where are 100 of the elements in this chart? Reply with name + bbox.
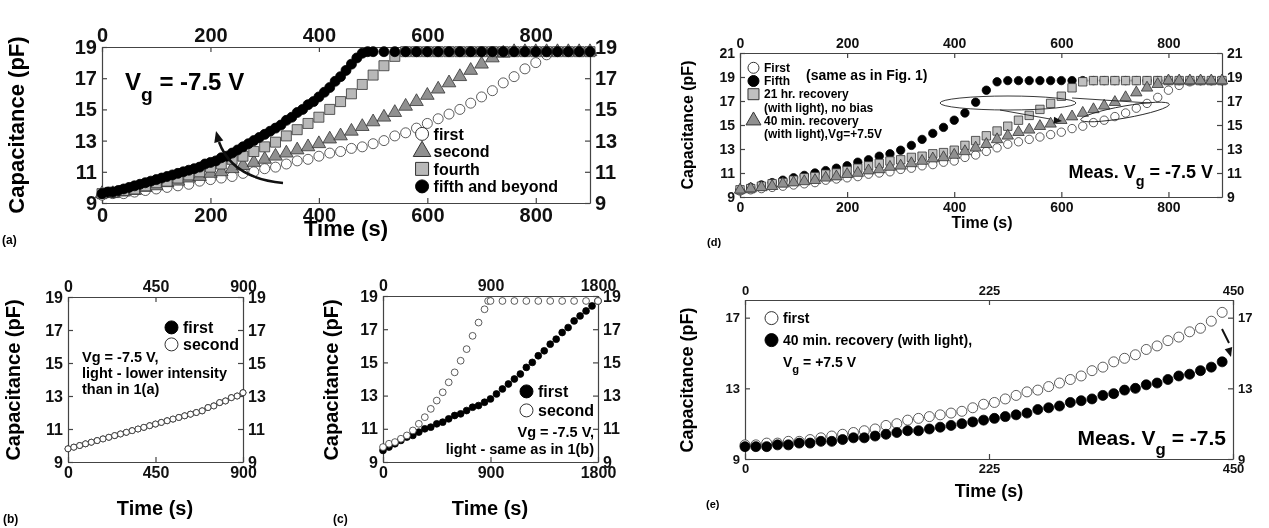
y-tick-label: 17 (719, 92, 736, 109)
x-tick-label: 800 (519, 204, 553, 227)
x2-tick-label: 450 (1222, 283, 1245, 298)
y-tick-label: 15 (74, 98, 97, 121)
y2-tick-label: 13 (595, 129, 618, 152)
y-tick-label: 13 (719, 140, 736, 157)
y-tick-label: 9 (727, 188, 736, 205)
x-tick-label: 400 (943, 198, 967, 215)
y-tick-label: 17 (74, 67, 97, 90)
x2-tick-label: 400 (302, 24, 337, 46)
y-tick-label: 13 (45, 387, 64, 405)
y-axis-title: Capacitance (pF) (677, 307, 697, 453)
x-tick-label: 0 (64, 464, 74, 482)
y-tick-label: 13 (360, 387, 379, 405)
y-tick-label: 9 (369, 453, 379, 471)
text: (e) (706, 498, 720, 510)
y-tick-label: 19 (45, 288, 64, 306)
x2-tick-label: 800 (519, 24, 553, 46)
y-axis-title: Capacitance (pF) (679, 60, 696, 190)
legend-label: fifth and beyond (433, 178, 558, 195)
y2-tick-label: 11 (595, 160, 617, 183)
y-tick-label: 13 (74, 129, 97, 152)
y-tick-label: 11 (720, 164, 736, 181)
y2-tick-label: 17 (603, 320, 621, 338)
y2-tick-label: 17 (1227, 92, 1243, 109)
x2-tick-label: 0 (96, 24, 109, 46)
y2-tick-label: 13 (1238, 380, 1253, 396)
x2-tick-label: 0 (64, 278, 74, 295)
legend-label: first (433, 125, 465, 143)
x-axis-title: Time (s) (954, 481, 1024, 501)
y-tick-label: 17 (725, 310, 740, 326)
x2-tick-label: 400 (943, 35, 967, 51)
x-tick-label: 200 (835, 198, 860, 215)
legend-label: 40 min. recovery (with light), V$_{g}$ = +7.5 V (783, 332, 973, 375)
y2-tick-label: 13 (603, 387, 621, 405)
y-axis-title: Capacitance (pF) (2, 299, 24, 461)
y2-tick-label: 13 (248, 387, 266, 405)
x-tick-label: 0 (379, 464, 389, 482)
y-axis-title: Capacitance (pF) (320, 299, 342, 461)
y-tick-label: 17 (360, 320, 379, 338)
y-tick-label: 19 (360, 287, 379, 305)
x-tick-label: 800 (1157, 198, 1181, 215)
legend-label: 21 hr. recovery (with light), no bias (763, 87, 874, 115)
y-tick-label: 9 (732, 451, 740, 467)
x-tick-label: 0 (736, 198, 745, 215)
legend-label: First (763, 61, 790, 75)
y2-tick-label: 15 (248, 354, 266, 372)
legend-label: Fifth (763, 74, 790, 89)
x2-tick-label: 900 (477, 277, 505, 294)
y2-tick-label: 13 (1227, 140, 1243, 157)
x-tick-label: 600 (1050, 198, 1074, 215)
y2-tick-label: 15 (603, 354, 621, 372)
x2-tick-label: 800 (1157, 35, 1181, 51)
y2-tick-label: 11 (248, 420, 266, 438)
x-tick-label: 450 (142, 464, 170, 482)
y-tick-label: 19 (74, 35, 97, 58)
y-tick-label: 9 (54, 453, 64, 471)
x-axis-title: Time (s) (116, 497, 194, 519)
annotation: Meas. V$_{g}$ = -7.5 (1077, 426, 1227, 459)
text: (d) (707, 236, 722, 248)
text: (a) (2, 233, 17, 247)
y2-tick-label: 17 (1238, 310, 1253, 326)
x2-tick-label: 200 (835, 35, 860, 51)
y2-tick-label: 9 (595, 191, 607, 214)
y-tick-label: 11 (75, 160, 97, 183)
y2-tick-label: 15 (1227, 116, 1243, 133)
x2-tick-label: 600 (411, 24, 445, 46)
y2-tick-label: 9 (1227, 188, 1235, 205)
y-tick-label: 15 (45, 354, 64, 372)
annotation: (same as in Fig. 1) (806, 67, 928, 83)
annotation: Meas. V$_{g}$ = -7.5 V (1068, 162, 1213, 189)
y2-tick-label: 15 (595, 98, 618, 121)
y2-tick-label: 11 (1227, 164, 1243, 181)
y-tick-label: 19 (719, 68, 736, 85)
legend-label: first (182, 319, 214, 336)
legend-label: first (783, 310, 810, 326)
y2-tick-label: 11 (603, 420, 621, 438)
y2-tick-label: 17 (595, 67, 618, 90)
x-tick-label: 225 (978, 461, 1001, 477)
y-tick-label: 13 (725, 380, 740, 396)
y-tick-label: 9 (85, 191, 97, 214)
x-tick-label: 900 (477, 464, 505, 482)
y-tick-label: 11 (46, 420, 64, 438)
x-tick-label: 0 (741, 461, 750, 477)
legend-label: first (537, 383, 569, 400)
y2-tick-label: 19 (595, 35, 618, 58)
x2-tick-label: 0 (741, 283, 750, 298)
text: (b) (3, 512, 19, 526)
y-tick-label: 17 (45, 321, 64, 339)
y2-tick-label: 19 (1227, 68, 1243, 85)
annotation: V$_{g}$ = -7.5 V (125, 68, 245, 105)
y-tick-label: 15 (360, 354, 379, 372)
x-tick-label: 0 (96, 204, 109, 227)
y-tick-label: 21 (719, 44, 736, 61)
y2-tick-label: 21 (1227, 44, 1243, 61)
x2-tick-label: 0 (736, 35, 745, 51)
y-tick-label: 15 (719, 116, 736, 133)
x-tick-label: 200 (194, 204, 228, 227)
text: (c) (333, 512, 348, 526)
x-axis-title: Time (s) (951, 214, 1013, 231)
